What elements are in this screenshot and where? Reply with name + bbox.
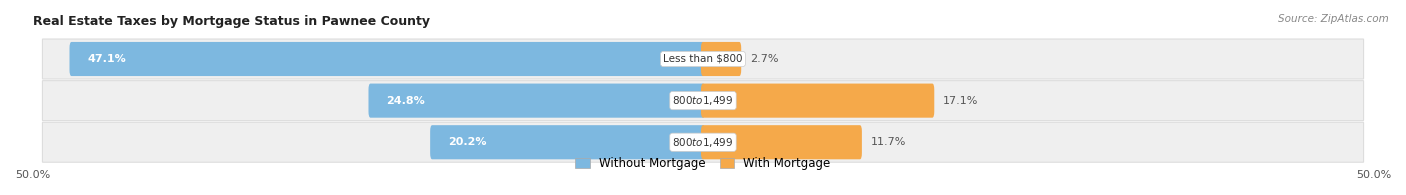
FancyBboxPatch shape xyxy=(42,122,1364,162)
FancyBboxPatch shape xyxy=(42,39,1364,79)
FancyBboxPatch shape xyxy=(702,42,741,76)
FancyBboxPatch shape xyxy=(430,125,704,159)
Text: 17.1%: 17.1% xyxy=(943,96,979,106)
FancyBboxPatch shape xyxy=(69,42,704,76)
FancyBboxPatch shape xyxy=(702,83,934,118)
FancyBboxPatch shape xyxy=(702,125,862,159)
Legend: Without Mortgage, With Mortgage: Without Mortgage, With Mortgage xyxy=(575,157,831,170)
Text: 20.2%: 20.2% xyxy=(449,137,486,147)
FancyBboxPatch shape xyxy=(42,81,1364,121)
FancyBboxPatch shape xyxy=(368,83,704,118)
Text: $800 to $1,499: $800 to $1,499 xyxy=(672,94,734,107)
Text: Less than $800: Less than $800 xyxy=(664,54,742,64)
Text: 2.7%: 2.7% xyxy=(749,54,779,64)
Text: $800 to $1,499: $800 to $1,499 xyxy=(672,136,734,149)
Text: Real Estate Taxes by Mortgage Status in Pawnee County: Real Estate Taxes by Mortgage Status in … xyxy=(32,15,430,28)
Text: 11.7%: 11.7% xyxy=(870,137,905,147)
Text: Source: ZipAtlas.com: Source: ZipAtlas.com xyxy=(1278,14,1389,24)
Text: 24.8%: 24.8% xyxy=(387,96,426,106)
Text: 47.1%: 47.1% xyxy=(87,54,127,64)
